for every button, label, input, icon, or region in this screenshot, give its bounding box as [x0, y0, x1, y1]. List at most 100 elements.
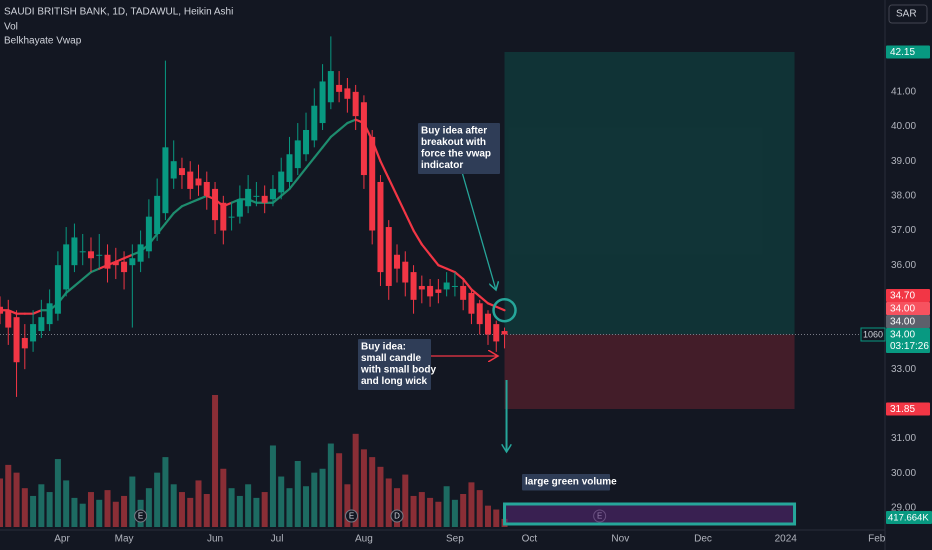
volume-bar	[377, 466, 384, 527]
candle-body	[71, 237, 78, 266]
y-tick-label: 41.00	[891, 86, 916, 97]
volume-bar	[352, 433, 359, 527]
volume-bar	[336, 453, 343, 527]
candle-body	[294, 140, 301, 169]
volume-bar	[0, 478, 3, 527]
volume-bar	[427, 497, 434, 527]
volume-bar	[385, 478, 392, 527]
vwap-line	[379, 160, 390, 180]
volume-bar	[46, 492, 53, 527]
candle-body	[410, 272, 417, 300]
annotation-text: small candle	[361, 353, 421, 364]
annotation-text: Buy idea:	[361, 342, 406, 353]
candle-body	[394, 254, 401, 269]
y-tick-label: 39.00	[891, 156, 916, 167]
qty-badge	[860, 327, 886, 342]
x-tick-label: May	[115, 534, 134, 545]
candle-body	[154, 195, 161, 234]
candle-body	[145, 216, 152, 252]
volume-bar	[21, 488, 28, 527]
price-tag	[886, 402, 930, 416]
volume-tag-label: 417.664K	[888, 513, 929, 524]
volume-bar	[112, 501, 119, 527]
candle-body	[352, 91, 359, 117]
candle-body	[0, 306, 3, 314]
candle-body	[360, 102, 367, 176]
price-tag-label: 34.00	[890, 304, 915, 315]
candle-body	[220, 202, 227, 231]
candle-body	[402, 261, 409, 283]
candle-body	[269, 188, 276, 200]
indicator-label: Vol	[4, 22, 18, 33]
price-tag-label: 34.00	[890, 330, 915, 341]
vwap-line	[329, 128, 341, 139]
volume-bar	[236, 495, 243, 527]
annotation-text: indicator	[421, 160, 463, 171]
candle-body	[195, 178, 202, 186]
candle-body	[286, 154, 293, 182]
x-tick-label: Jul	[271, 534, 284, 545]
candle-body	[460, 285, 467, 300]
event-label: D	[394, 512, 400, 521]
x-tick-label: Aug	[355, 534, 373, 545]
vwap-line	[428, 253, 440, 267]
candle-body	[38, 317, 45, 332]
currency-label[interactable]: SAR	[896, 9, 917, 20]
vwap-line	[164, 212, 175, 225]
volume-bar	[178, 492, 185, 527]
candle-body	[228, 216, 235, 218]
currency-button[interactable]	[888, 4, 928, 24]
candle-body	[170, 161, 177, 179]
candle-body	[178, 168, 185, 176]
y-tick-label: 31.00	[891, 433, 916, 444]
candle-body	[63, 244, 70, 290]
vwap-line	[189, 198, 200, 204]
price-tag-label: 31.85	[890, 404, 915, 415]
volume-bar	[261, 492, 268, 527]
candle-body	[5, 310, 12, 328]
vwap-line	[31, 309, 43, 315]
vwap-line	[114, 257, 126, 263]
vwap-line	[172, 205, 184, 215]
candle-body	[311, 105, 318, 141]
annotation-text: Buy idea after	[421, 126, 487, 137]
candle-body	[435, 289, 442, 293]
candle-body	[476, 303, 483, 325]
volume-bar	[5, 464, 12, 527]
price-tag-label: 34.00	[890, 317, 915, 328]
volume-bar	[418, 492, 425, 527]
volume-bar	[319, 468, 326, 527]
volume-bar	[286, 488, 293, 527]
candle-body	[484, 313, 491, 335]
volume-bar	[451, 499, 458, 527]
candle-body	[468, 292, 475, 314]
candle-body	[493, 324, 500, 342]
volume-bar	[468, 482, 475, 527]
volume-bar	[484, 505, 491, 527]
vwap-line	[180, 201, 192, 208]
candle-body	[121, 261, 128, 273]
volume-bar	[30, 495, 37, 527]
price-tag	[886, 288, 930, 302]
annotation-box	[522, 474, 610, 491]
vwap-line	[470, 288, 481, 298]
target-zone	[504, 51, 795, 335]
volume-bar	[228, 488, 235, 527]
candle-body	[385, 227, 392, 286]
volume-highlight	[503, 502, 797, 526]
candle-body	[261, 195, 268, 203]
candle-body	[245, 188, 252, 207]
volume-bar	[493, 509, 500, 527]
vwap-line	[81, 271, 93, 281]
candle-body	[162, 147, 169, 214]
x-tick-label: Nov	[611, 534, 629, 545]
candle-body	[104, 254, 111, 269]
volume-bar	[154, 472, 161, 527]
candle-body	[46, 303, 53, 325]
volume-bar	[203, 494, 210, 527]
annotation-text: and long wick	[361, 376, 428, 387]
vwap-line	[495, 305, 506, 312]
event-marker	[390, 509, 404, 523]
vwap-line	[478, 295, 490, 305]
vwap-line	[346, 118, 357, 125]
